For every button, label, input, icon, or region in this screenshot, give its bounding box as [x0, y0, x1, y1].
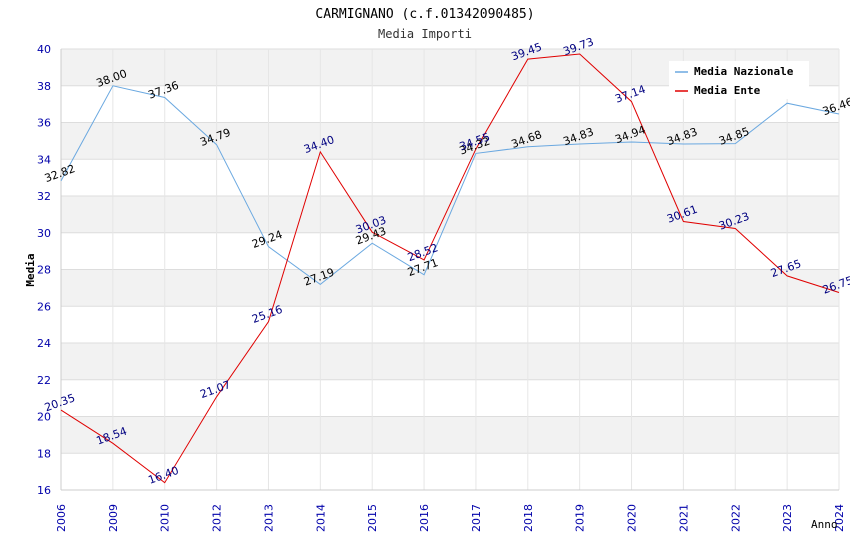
grid-band — [61, 416, 839, 454]
y-axis-ticks: 16 18 20 22 24 26 28 30 32 34 36 38 40 — [37, 43, 51, 497]
x-tick-label: 2015 — [366, 504, 379, 532]
x-tick-label: 2009 — [107, 504, 120, 532]
y-tick-label: 38 — [37, 80, 51, 93]
grid-band — [61, 122, 839, 160]
legend-label-nazionale: Media Nazionale — [694, 65, 794, 78]
x-tick-label: 2013 — [262, 504, 275, 532]
grid-band — [61, 232, 839, 270]
y-tick-label: 16 — [37, 484, 51, 497]
y-tick-label: 40 — [37, 43, 51, 56]
series-group — [60, 53, 840, 484]
legend-label-ente: Media Ente — [694, 84, 761, 97]
y-tick-label: 24 — [37, 337, 51, 350]
y-tick-label: 34 — [37, 153, 51, 166]
chart-subtitle: Media Importi — [378, 27, 472, 41]
x-tick-label: 2020 — [626, 504, 639, 532]
grid-band — [61, 379, 839, 417]
grid-band — [61, 159, 839, 196]
grid-bands — [60, 48, 840, 491]
x-tick-label: 2010 — [159, 504, 172, 532]
y-tick-label: 32 — [37, 190, 51, 203]
x-tick-label: 2019 — [574, 504, 587, 532]
grid-band — [61, 453, 839, 490]
x-tick-label: 2016 — [418, 504, 431, 532]
y-tick-label: 26 — [37, 300, 51, 313]
x-tick-label: 2017 — [470, 504, 483, 532]
x-tick-label: 2012 — [211, 504, 224, 532]
y-tick-label: 30 — [37, 227, 51, 240]
x-axis-label: Anno — [811, 518, 838, 531]
grid-band — [61, 306, 839, 343]
grid-band — [61, 343, 839, 380]
x-tick-label: 2022 — [729, 504, 742, 532]
x-axis-ticks: 2006 2009 2010 2012 2013 2014 2015 2016 2017 2018… — [55, 504, 846, 532]
x-tick-label: 2014 — [314, 504, 327, 532]
y-tick-label: 22 — [37, 374, 51, 387]
x-tick-label: 2021 — [677, 504, 690, 532]
legend: Media Nazionale Media Ente — [669, 61, 809, 99]
y-tick-label: 28 — [37, 264, 51, 277]
y-tick-label: 36 — [37, 117, 51, 130]
x-tick-label: 2018 — [522, 504, 535, 532]
legend-box — [669, 61, 809, 99]
x-tick-label: 2024 — [833, 504, 846, 532]
x-tick-label: 2023 — [781, 504, 794, 532]
series-line-nazionale — [60, 85, 840, 286]
series-line-ente — [60, 53, 840, 484]
y-tick-label: 20 — [37, 411, 51, 424]
x-tick-label: 2006 — [55, 504, 68, 532]
y-tick-label: 18 — [37, 447, 51, 460]
grid-band — [61, 269, 839, 307]
chart-title: CARMIGNANO (c.f.01342090485) — [315, 7, 534, 22]
y-axis-label: Media — [24, 253, 37, 286]
